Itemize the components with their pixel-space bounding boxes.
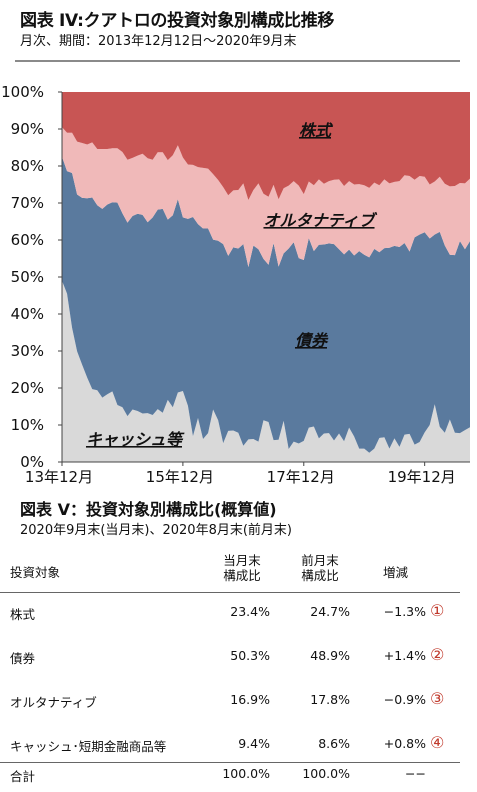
series-annotation: 株式	[299, 121, 334, 140]
total-divider	[0, 762, 460, 763]
row-previous: 48.9%	[310, 648, 350, 663]
row-change: −1.3%	[383, 604, 426, 619]
series-annotation: 債券	[295, 331, 329, 350]
y-tick-label: 70%	[11, 194, 44, 212]
header-previous: 前月末 構成比	[290, 553, 350, 583]
total-name: 合計	[10, 769, 36, 784]
header-asset: 投資対象	[10, 565, 61, 580]
y-tick-label: 100%	[1, 83, 44, 101]
chart-subtitle: 月次、期間：2013年12月12日～2020年9月末	[20, 34, 297, 49]
x-tick-label: 15年12月	[146, 468, 214, 486]
row-name: キャッシュ･短期金融商品等	[10, 739, 167, 754]
table-title: 図表 V：投資対象別構成比(概算値)	[20, 500, 277, 519]
chart-title: 図表 IV:クアトロの投資対象別構成比推移	[20, 11, 335, 31]
row-marker: ④	[430, 733, 445, 752]
total-current: 100.0%	[222, 766, 270, 781]
row-previous: 17.8%	[310, 692, 350, 707]
row-change: −0.9%	[383, 692, 426, 707]
area-series-3	[62, 92, 470, 201]
table-subtitle: 2020年9月末(当月末)、2020年8月末(前月末)	[20, 523, 292, 538]
y-tick-label: 50%	[11, 268, 44, 286]
table-row: 株式 23.4% 24.7% −1.3% ①	[0, 601, 477, 624]
y-tick-label: 20%	[11, 379, 44, 397]
header-current-line2: 構成比	[223, 568, 261, 583]
header-divider	[0, 592, 460, 593]
row-previous: 24.7%	[310, 604, 350, 619]
header-current: 当月末 構成比	[212, 553, 272, 583]
y-tick-label: 80%	[11, 157, 44, 175]
y-tick-label: 0%	[20, 453, 44, 471]
row-current: 23.4%	[230, 604, 270, 619]
area-series-2	[62, 127, 470, 268]
header-current-line1: 当月末	[223, 553, 261, 568]
y-tick-label: 30%	[11, 342, 44, 360]
row-name: 株式	[10, 607, 36, 622]
row-marker: ②	[430, 645, 445, 664]
row-change: +0.8%	[383, 736, 426, 751]
row-previous: 8.6%	[318, 736, 350, 751]
header-change: 増減	[383, 565, 409, 580]
row-current: 9.4%	[238, 736, 270, 751]
composition-area-chart: 0% 10% 20% 30% 40% 50% 60% 70% 80% 90% 100% 13年12月 1…	[1, 83, 470, 486]
row-marker: ③	[430, 689, 445, 708]
series-annotation: キャッシュ等	[86, 430, 185, 449]
series-annotation: オルタナティブ	[263, 211, 377, 230]
row-current: 50.3%	[230, 648, 270, 663]
table-row: 債券 50.3% 48.9% +1.4% ②	[0, 645, 477, 668]
area-series-0	[62, 280, 470, 462]
row-current: 16.9%	[230, 692, 270, 707]
row-name: 債券	[10, 651, 36, 666]
total-previous: 100.0%	[302, 766, 350, 781]
table-total-row: 合計 100.0% 100.0% −−	[0, 766, 477, 786]
row-change: +1.4%	[383, 648, 426, 663]
header-previous-line2: 構成比	[301, 568, 339, 583]
total-change: −−	[405, 766, 426, 781]
x-tick-label: 17年12月	[267, 468, 335, 486]
table-header-row: 投資対象 当月末 構成比 前月末 構成比 増減	[0, 553, 477, 583]
table-row: キャッシュ･短期金融商品等 9.4% 8.6% +0.8% ④	[0, 733, 477, 756]
area-series-1	[62, 156, 470, 453]
x-tick-label: 13年12月	[25, 468, 93, 486]
table-row: オルタナティブ 16.9% 17.8% −0.9% ③	[0, 689, 477, 712]
row-name: オルタナティブ	[10, 695, 97, 710]
y-tick-label: 60%	[11, 231, 44, 249]
row-marker: ①	[430, 601, 445, 620]
title-divider	[15, 60, 460, 62]
y-tick-label: 90%	[11, 120, 44, 138]
y-tick-label: 10%	[11, 416, 44, 434]
x-tick-label: 19年12月	[388, 468, 456, 486]
y-tick-label: 40%	[11, 305, 44, 323]
header-previous-line1: 前月末	[301, 553, 339, 568]
